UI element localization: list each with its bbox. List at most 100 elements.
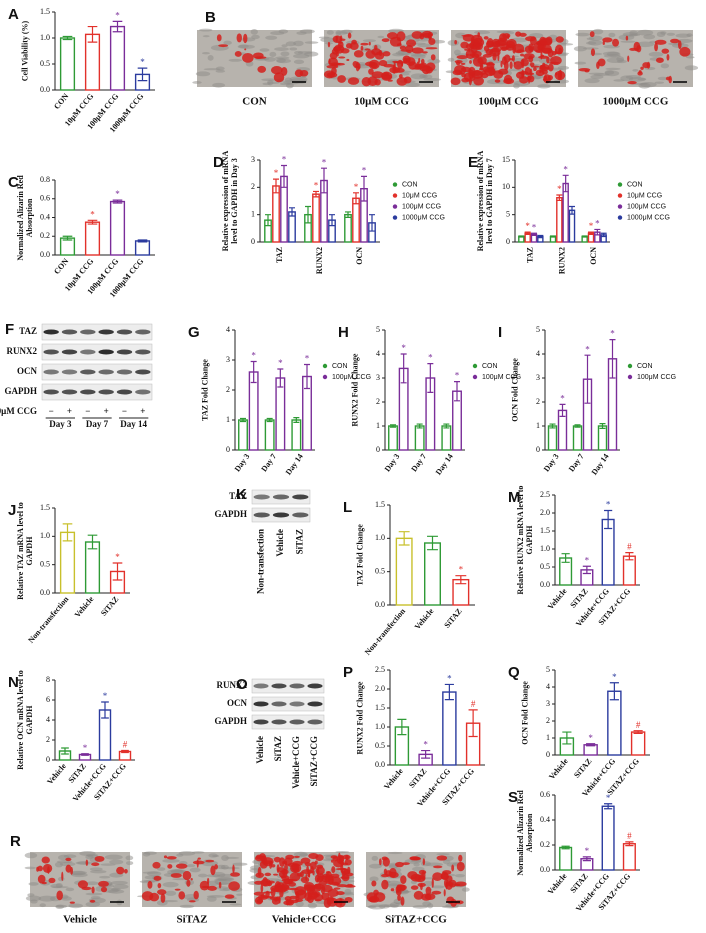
stain: [331, 866, 336, 874]
blot-band: [98, 329, 114, 335]
stain: [477, 32, 481, 38]
x-tick-label: RUNX2: [315, 247, 324, 274]
stain: [405, 45, 414, 54]
y-tick-label: 8: [46, 675, 50, 684]
micrograph-texture: [648, 51, 664, 57]
blot-strip: [41, 323, 153, 341]
micrograph-texture: [423, 78, 441, 82]
stain: [535, 49, 544, 53]
stain: [499, 43, 510, 50]
lane-label: Vehicle: [275, 529, 285, 557]
stain: [186, 879, 191, 887]
blot-band: [135, 369, 151, 375]
y-tick-label: 1.5: [375, 500, 385, 509]
stain: [679, 46, 691, 57]
stain: [81, 886, 92, 891]
stain: [315, 866, 325, 875]
stain: [141, 891, 154, 901]
y-tick-label: 0.0: [40, 588, 50, 597]
panel-label: G: [188, 324, 200, 341]
micrograph-texture: [104, 854, 123, 860]
stain: [182, 870, 192, 881]
significance-mark: *: [532, 222, 537, 232]
micrograph-texture: [206, 895, 225, 898]
stain: [283, 857, 293, 866]
stain: [501, 56, 507, 66]
x-tick-label: Day 7: [259, 452, 278, 473]
lane-label: SiTAZ+CCG: [309, 736, 319, 786]
error-bar: [321, 167, 327, 194]
significance-mark: *: [588, 733, 593, 743]
significance-mark: *: [115, 189, 120, 199]
stain: [410, 877, 417, 880]
stain: [431, 877, 434, 888]
error-bar: [604, 803, 613, 810]
micrograph-texture: [24, 852, 38, 859]
micrograph-texture: [192, 81, 202, 84]
micrograph-texture: [412, 905, 428, 909]
y-tick-label: 0.0: [540, 580, 550, 589]
micrograph-texture: [55, 904, 68, 909]
y-tick-label: 1: [251, 209, 255, 218]
micrograph-texture: [85, 854, 94, 860]
bar: [248, 371, 259, 451]
micrograph-texture: [660, 63, 670, 69]
stain: [293, 866, 300, 873]
stain: [100, 886, 108, 893]
y-axis-label: Relative RUNX2 mRNA level to GAPDH: [516, 485, 534, 595]
panel-label: O: [236, 676, 248, 693]
stain: [315, 854, 324, 861]
micrograph-texture: [259, 48, 270, 52]
error-bar: [625, 841, 634, 847]
stain: [228, 881, 240, 891]
stain: [256, 898, 264, 904]
stain: [259, 853, 266, 861]
stain: [458, 854, 463, 862]
micrograph-texture: [208, 853, 218, 858]
stain: [41, 881, 47, 885]
significance-mark: *: [251, 351, 256, 361]
micrograph-texture: [99, 875, 111, 879]
micrograph-texture: [684, 65, 699, 71]
significance-mark: *: [589, 221, 594, 231]
micrograph-texture: [447, 39, 460, 46]
stain: [450, 77, 461, 86]
micrograph-texture: [179, 904, 195, 909]
micrograph-texture: [400, 72, 410, 76]
stain: [395, 889, 402, 896]
panel-label: H: [338, 324, 349, 341]
micrograph-texture: [111, 887, 121, 892]
group-label: Day 3: [49, 419, 72, 429]
y-tick-label: 3: [226, 355, 230, 364]
micrograph-texture: [206, 874, 221, 878]
x-tick-label: Day 14: [434, 452, 455, 477]
x-tick-label: CON: [52, 257, 70, 277]
y-tick-label: 0: [536, 445, 540, 454]
stain: [360, 42, 369, 46]
stain: [432, 872, 443, 881]
blot-band: [271, 683, 287, 689]
error-bar: [397, 718, 407, 736]
micrograph-texture: [262, 82, 271, 86]
stain: [284, 896, 292, 902]
stain: [56, 890, 63, 901]
blot-row-label: TAZ: [229, 491, 247, 501]
blot-band: [292, 494, 309, 500]
blot-band: [61, 389, 78, 395]
y-tick-label: 0.0: [540, 865, 550, 874]
stain: [292, 860, 303, 867]
stain: [425, 47, 438, 50]
error-bar: [137, 239, 148, 243]
image-caption: SiTAZ: [177, 914, 208, 926]
error-bar: [293, 417, 300, 423]
y-tick-label: 1.5: [375, 703, 385, 712]
blot-band: [253, 683, 269, 689]
significance-mark: *: [278, 358, 283, 368]
stain: [160, 893, 166, 903]
stain: [243, 33, 248, 44]
stain: [547, 63, 554, 72]
stain: [541, 42, 544, 50]
stain: [425, 886, 432, 895]
lane-label: SiTAZ: [294, 529, 304, 554]
